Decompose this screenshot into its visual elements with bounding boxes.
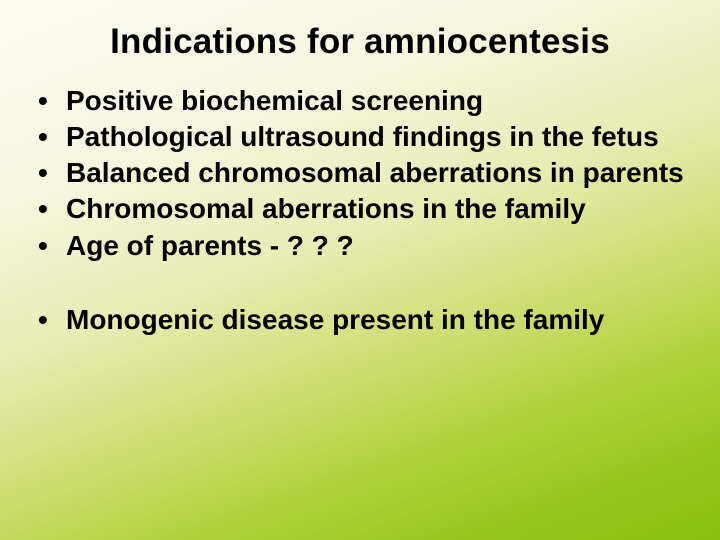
- bullet-item: Positive biochemical screening: [30, 84, 692, 118]
- bullet-item: Balanced chromosomal aberrations in pare…: [30, 156, 692, 190]
- bullet-list-main: Positive biochemical screening Pathologi…: [30, 84, 692, 263]
- bullet-list-secondary: Monogenic disease present in the family: [30, 303, 692, 337]
- bullet-item: Monogenic disease present in the family: [30, 303, 692, 337]
- slide-title: Indications for amniocentesis: [28, 22, 692, 62]
- slide-container: Indications for amniocentesis Positive b…: [0, 0, 720, 540]
- bullet-item: Pathological ultrasound findings in the …: [30, 120, 692, 154]
- bullet-item: Chromosomal aberrations in the family: [30, 192, 692, 226]
- spacer: [28, 265, 692, 303]
- bullet-item: Age of parents - ? ? ?: [30, 229, 692, 263]
